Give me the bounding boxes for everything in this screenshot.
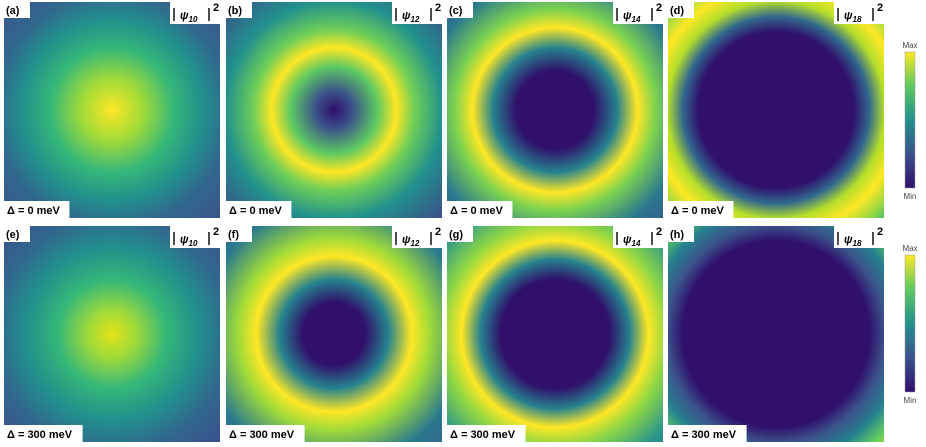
state-power: 2 <box>656 2 662 14</box>
state-label: ψ12 <box>402 234 420 248</box>
panel-label: (g) <box>449 229 463 241</box>
state-power: 2 <box>877 2 883 14</box>
detuning-label: Δ = 300 meV <box>671 429 737 441</box>
state-label: ψ18 <box>844 10 862 24</box>
state-index: 12 <box>411 15 420 24</box>
state-power: 2 <box>213 2 219 14</box>
colorbar: Max Min <box>902 244 917 405</box>
panel-label: (f) <box>228 229 239 241</box>
label-box <box>447 2 473 18</box>
panel-label: (a) <box>6 5 20 17</box>
state-index: 14 <box>632 15 641 24</box>
state-box <box>392 226 442 248</box>
colorbar: Max Min <box>902 41 917 201</box>
density-map <box>668 226 884 442</box>
panel: (b) ψ12 2 Δ = 0 meV <box>226 2 442 218</box>
density-map <box>4 2 220 218</box>
panel: (g) ψ14 2 Δ = 300 meV <box>447 226 663 442</box>
density-map <box>447 2 663 218</box>
detuning-box <box>4 201 70 218</box>
state-box <box>613 226 663 248</box>
density-map <box>4 226 220 442</box>
detuning-box <box>4 425 83 442</box>
colorbar-scale <box>904 51 916 189</box>
state-index: 10 <box>189 15 198 24</box>
panel: (d) ψ18 2 Δ = 0 meV <box>668 2 884 218</box>
state-box <box>834 226 884 248</box>
panel-label: (b) <box>228 5 242 17</box>
detuning-box <box>668 201 734 218</box>
panel-label: (c) <box>449 5 463 17</box>
density-map <box>447 226 663 442</box>
state-symbol: ψ <box>844 10 853 22</box>
panel: (e) ψ10 2 Δ = 300 meV <box>4 226 220 442</box>
colorbar-min: Min <box>904 192 917 201</box>
state-label: ψ14 <box>623 234 641 248</box>
colorbar-max: Max <box>902 244 917 253</box>
state-label: ψ10 <box>180 234 198 248</box>
colorbar-scale <box>904 254 916 393</box>
state-symbol: ψ <box>402 234 411 246</box>
panel-label: (d) <box>670 5 684 17</box>
state-symbol: ψ <box>180 234 189 246</box>
state-power: 2 <box>435 2 441 14</box>
state-symbol: ψ <box>180 10 189 22</box>
panel: (c) ψ14 2 Δ = 0 meV <box>447 2 663 218</box>
label-box <box>668 2 694 18</box>
state-power: 2 <box>435 226 441 238</box>
state-box <box>170 2 220 24</box>
detuning-label: Δ = 0 meV <box>229 205 283 217</box>
state-symbol: ψ <box>623 10 632 22</box>
detuning-box <box>226 425 305 442</box>
density-map <box>226 226 442 442</box>
state-index: 18 <box>853 239 862 248</box>
state-symbol: ψ <box>402 10 411 22</box>
detuning-label: Δ = 300 meV <box>229 429 295 441</box>
state-label: ψ18 <box>844 234 862 248</box>
label-box <box>668 226 694 242</box>
detuning-label: Δ = 0 meV <box>7 205 61 217</box>
state-box <box>834 2 884 24</box>
detuning-box <box>668 425 747 442</box>
state-power: 2 <box>213 226 219 238</box>
state-box <box>392 2 442 24</box>
panel-label: (e) <box>6 229 20 241</box>
density-map <box>668 2 884 218</box>
state-label: ψ10 <box>180 10 198 24</box>
label-box <box>4 226 30 242</box>
detuning-label: Δ = 0 meV <box>450 205 504 217</box>
detuning-box <box>226 201 292 218</box>
state-index: 18 <box>853 15 862 24</box>
state-symbol: ψ <box>623 234 632 246</box>
colorbar-max: Max <box>902 41 917 50</box>
state-index: 12 <box>411 239 420 248</box>
detuning-box <box>447 425 526 442</box>
panel-label: (h) <box>670 229 684 241</box>
state-power: 2 <box>877 226 883 238</box>
state-index: 14 <box>632 239 641 248</box>
label-box <box>4 2 30 18</box>
label-box <box>226 226 252 242</box>
detuning-label: Δ = 300 meV <box>450 429 516 441</box>
state-index: 10 <box>189 239 198 248</box>
state-box <box>613 2 663 24</box>
detuning-box <box>447 201 513 218</box>
detuning-label: Δ = 0 meV <box>671 205 725 217</box>
panel: (a) ψ10 2 Δ = 0 meV <box>4 2 220 218</box>
state-symbol: ψ <box>844 234 853 246</box>
panel: (f) ψ12 2 Δ = 300 meV <box>226 226 442 442</box>
density-map <box>226 2 442 218</box>
detuning-label: Δ = 300 meV <box>7 429 73 441</box>
panel: (h) ψ18 2 Δ = 300 meV <box>668 226 884 442</box>
state-label: ψ12 <box>402 10 420 24</box>
label-box <box>447 226 473 242</box>
state-box <box>170 226 220 248</box>
colorbar-min: Min <box>904 396 917 405</box>
label-box <box>226 2 252 18</box>
state-label: ψ14 <box>623 10 641 24</box>
state-power: 2 <box>656 226 662 238</box>
